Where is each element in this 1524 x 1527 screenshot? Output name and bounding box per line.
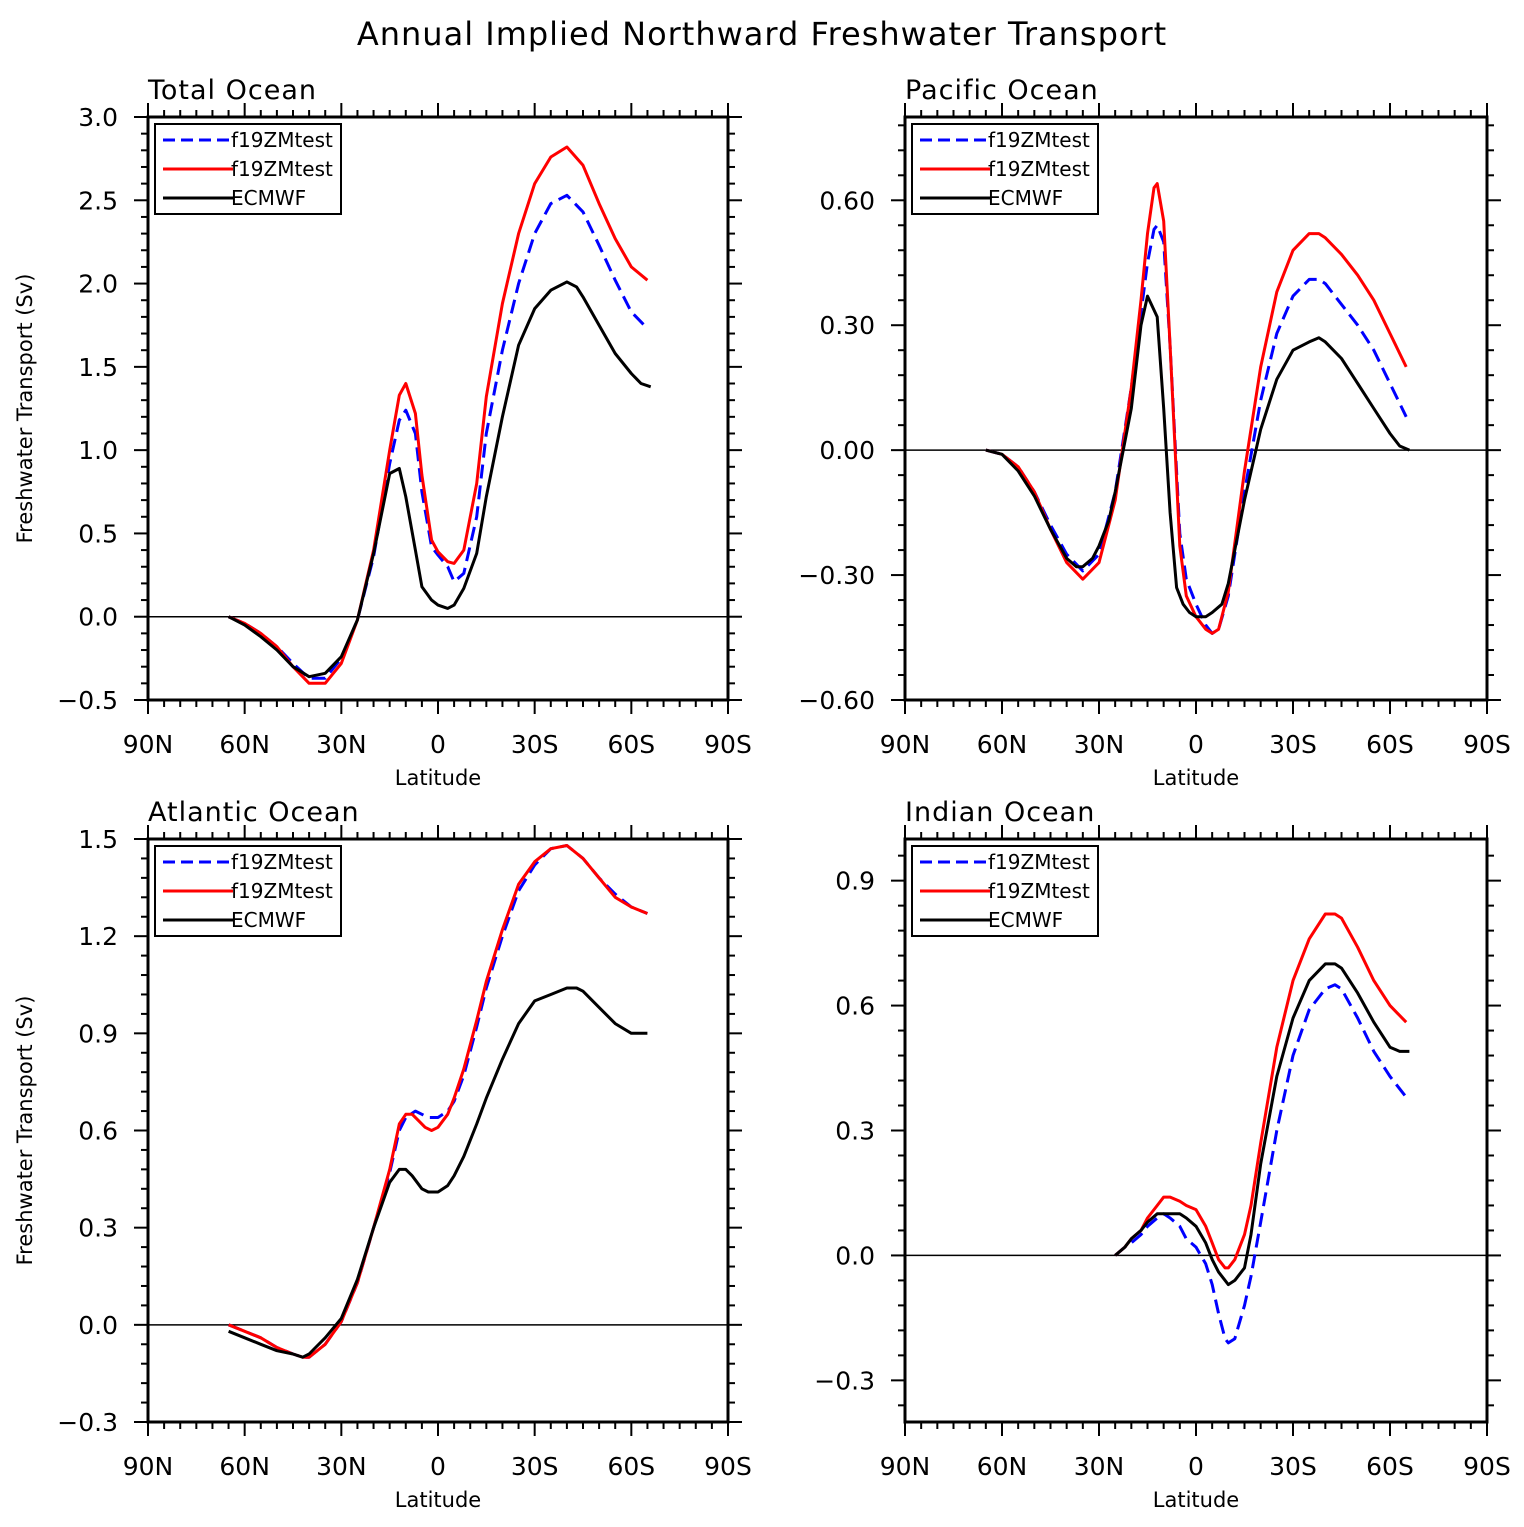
y-tick-label: 2.5 [78,186,118,215]
x-tick-label: 90S [1463,1452,1511,1481]
y-tick-label: 0.0 [835,1241,875,1270]
x-tick-label: 90N [880,730,931,759]
y-tick-label: 0.9 [835,867,875,896]
x-tick-label: 60S [1366,730,1414,759]
x-axis-label: Latitude [395,1488,481,1512]
y-tick-label: 0.00 [819,436,875,465]
y-tick-label: 0.30 [819,311,875,340]
x-tick-label: 0 [430,1452,446,1481]
x-axis-label: Latitude [1153,766,1239,790]
panel-4: 90N 60N 30N 0 30S 60S 90S −0.3 0.0 0.3 0.6 0.9 India… [814,797,1511,1512]
series-line-3 [227,280,652,679]
legend-label: f19ZMtest [231,157,333,181]
figure-title: Annual Implied Northward Freshwater Tran… [357,15,1167,53]
panel-title: Atlantic Ocean [148,797,360,828]
legend: f19ZMtest f19ZMtest ECMWF [911,123,1099,215]
panel-title: Indian Ocean [905,797,1095,828]
y-tick-label: 0.0 [78,1311,118,1340]
y-tick-label: 0.3 [78,1214,118,1243]
y-tick-label: 3.0 [78,103,118,132]
series-line-1 [1114,983,1408,1345]
x-tick-label: 0 [430,730,446,759]
y-tick-label: −0.3 [814,1366,875,1395]
legend-label: f19ZMtest [988,157,1090,181]
x-tick-label: 0 [1188,1452,1204,1481]
legend-label: f19ZMtest [231,850,333,874]
legend-label: f19ZMtest [988,128,1090,152]
series-line-2 [1114,912,1408,1270]
x-tick-label: 30S [511,730,559,759]
x-tick-label: 90N [123,1452,174,1481]
x-axis-label: Latitude [1153,1488,1239,1512]
panel-2: 90N 60N 30N 0 30S 60S 90S −0.60 −0.30 0.00 0.30 0.6… [798,75,1510,790]
series-line-2 [228,145,649,685]
x-tick-label: 30N [316,1452,367,1481]
x-tick-label: 0 [1188,730,1204,759]
x-tick-label: 60N [219,730,270,759]
y-tick-label: −0.5 [57,686,118,715]
x-tick-label: 30N [1074,730,1125,759]
x-axis-label: Latitude [395,766,481,790]
x-tick-label: 60S [607,1452,655,1481]
x-tick-label: 90N [123,730,174,759]
y-tick-label: 2.0 [78,270,118,299]
x-tick-label: 30S [1269,1452,1317,1481]
panel-title: Pacific Ocean [905,75,1099,106]
legend-label: f19ZMtest [231,879,333,903]
y-tick-label: 1.5 [78,353,118,382]
y-axis-label: Freshwater Transport (Sv) [13,996,37,1266]
panel-3: 90N 60N 30N 0 30S 60S 90S −0.3 0.0 0.3 0.6 0.9 1.2 1.… [13,797,752,1512]
x-tick-label: 90S [704,1452,752,1481]
x-tick-label: 60N [219,1452,270,1481]
x-tick-label: 60N [977,730,1028,759]
legend-label: ECMWF [988,908,1063,932]
y-axis-label: Freshwater Transport (Sv) [13,274,37,544]
y-tick-label: 0.3 [835,1117,875,1146]
panel-title: Total Ocean [147,75,317,106]
y-tick-label: −0.3 [57,1408,118,1437]
panel-1: 90N 60N 30N 0 30S 60S 90S −0.5 0.0 0.5 1.0 1.5 2.0 2.… [13,75,752,790]
x-tick-label: 90N [880,1452,931,1481]
x-tick-label: 90S [1463,730,1511,759]
y-tick-label: 0.6 [835,992,875,1021]
x-tick-label: 30S [511,1452,559,1481]
legend-label: f19ZMtest [988,879,1090,903]
y-tick-label: 0.5 [78,519,118,548]
legend: f19ZMtest f19ZMtest ECMWF [911,845,1099,937]
y-tick-label: −0.30 [798,561,875,590]
y-tick-label: 1.5 [78,825,118,854]
x-tick-label: 60N [977,1452,1028,1481]
series-line-1 [228,193,649,680]
series-line-3 [985,294,1410,619]
legend-label: ECMWF [988,186,1063,210]
legend-label: f19ZMtest [231,128,333,152]
x-tick-label: 60S [607,730,655,759]
x-tick-label: 90S [704,730,752,759]
y-tick-label: 0.9 [78,1019,118,1048]
x-tick-label: 30N [316,730,367,759]
x-tick-label: 30N [1074,1452,1125,1481]
y-tick-label: 0.0 [78,603,118,632]
legend: f19ZMtest f19ZMtest ECMWF [154,123,342,215]
y-tick-label: 0.6 [78,1117,118,1146]
y-tick-label: 1.2 [78,922,118,951]
y-tick-label: 1.0 [78,436,118,465]
legend-label: f19ZMtest [988,850,1090,874]
series-line-2 [985,182,1408,635]
series-line-3 [1114,962,1410,1287]
series-line-3 [228,986,648,1359]
x-tick-label: 60S [1366,1452,1414,1481]
legend-label: ECMWF [231,186,306,210]
legend: f19ZMtest f19ZMtest ECMWF [154,845,342,937]
y-tick-label: −0.60 [798,686,875,715]
x-tick-label: 30S [1269,730,1317,759]
y-tick-label: 0.60 [819,186,875,215]
legend-label: ECMWF [231,908,306,932]
